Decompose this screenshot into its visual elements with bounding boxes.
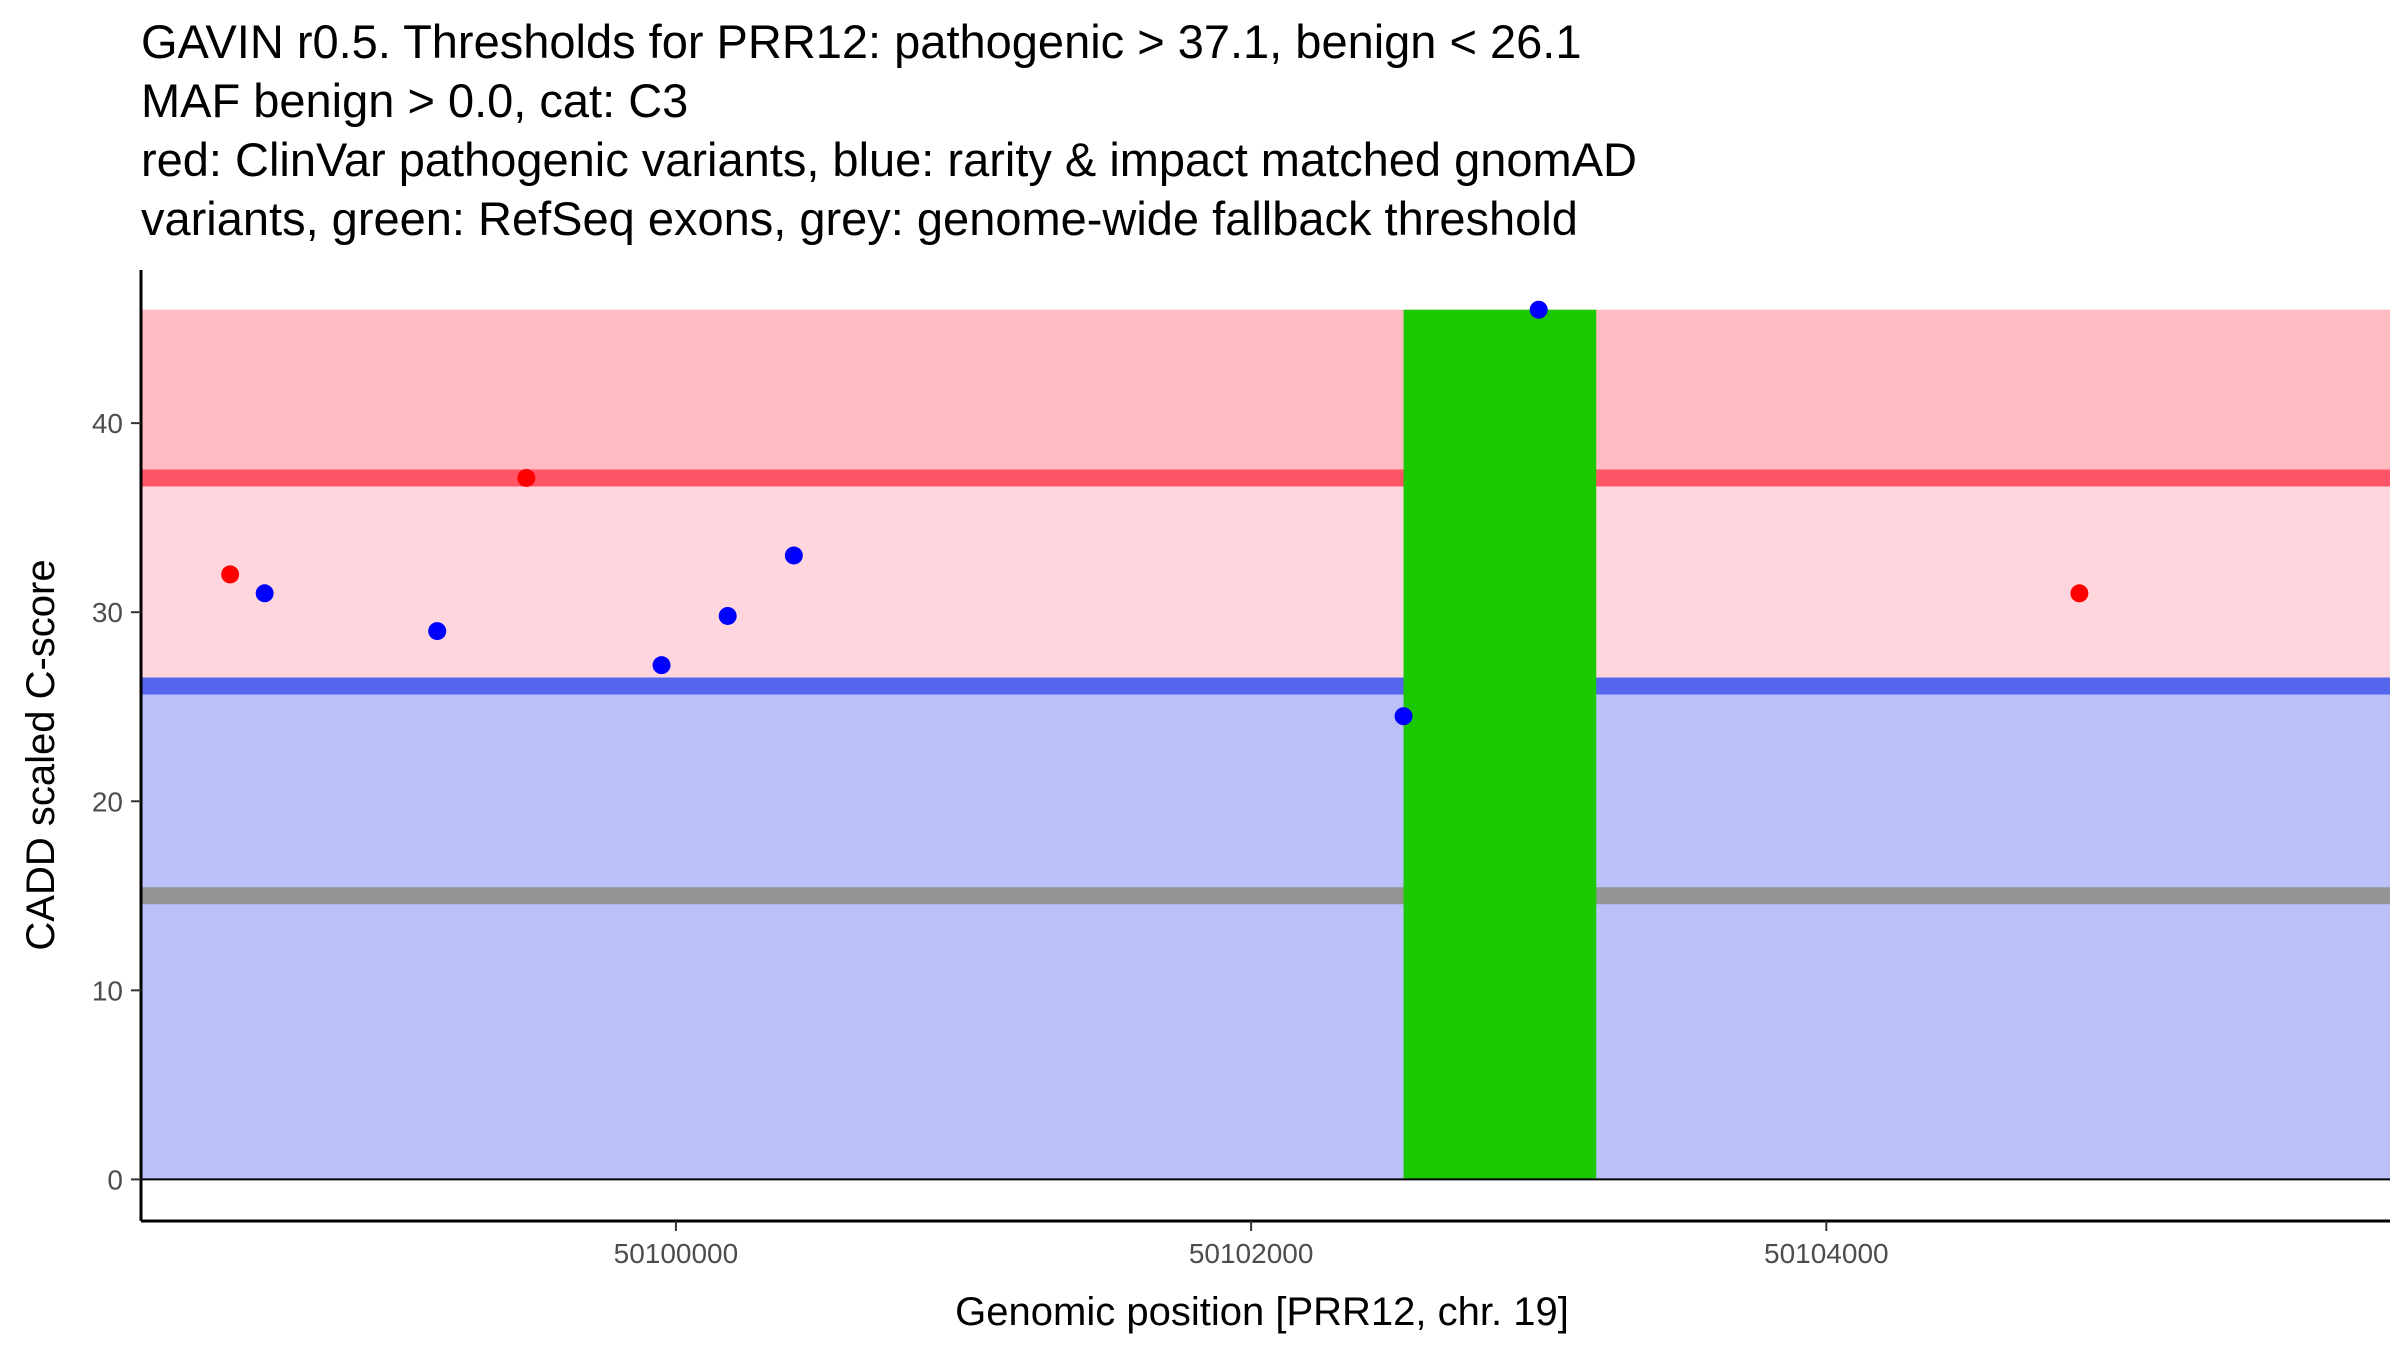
title-line-4: variants, green: RefSeq exons, grey: gen… [141,192,1578,245]
y-tick-label-10: 10 [92,975,123,1006]
x-tick-label-50102000: 50102000 [1189,1238,1314,1269]
y-axis-title: CADD scaled C-score [19,559,63,950]
gnomad-point-2 [428,622,447,641]
x-tick-label-50100000: 50100000 [614,1238,739,1269]
x-tick-label-50104000: 50104000 [1764,1238,1889,1269]
benign-region [141,685,2390,1180]
exon-bar-1 [1403,309,1597,1180]
threshold-regions [141,309,2390,1180]
title-line-2: MAF benign > 0.0, cat: C3 [141,74,689,127]
gnomad-point-3 [652,656,671,675]
threshold-lines [141,469,2390,905]
gnomad-point-1 [255,584,274,603]
pathogenic-region [141,309,2390,478]
x-axis-title: Genomic position [PRR12, chr. 19] [955,1290,1569,1334]
gnomad-point-7 [1529,300,1548,319]
gnomad-point-4 [718,606,737,625]
exon-layer [1403,309,1597,1180]
gnomad-point-6 [1394,707,1413,726]
clinvar-point-1 [221,565,240,584]
y-tick-label-20: 20 [92,786,123,817]
title-line-1: GAVIN r0.5. Thresholds for PRR12: pathog… [141,15,1582,68]
y-tick-label-40: 40 [92,408,123,439]
data-points [221,300,2089,726]
clinvar-point-2 [517,468,536,487]
axes: 0 10 20 30 40 50100000 50102000 50104000 [92,270,2390,1269]
clinvar-point-3 [2070,584,2089,603]
chart-title: GAVIN r0.5. Thresholds for PRR12: pathog… [141,12,2361,248]
intermediate-region [141,477,2390,686]
gnomad-point-5 [784,546,803,565]
y-tick-label-30: 30 [92,597,123,628]
y-tick-label-0: 0 [107,1164,123,1195]
title-line-3: red: ClinVar pathogenic variants, blue: … [141,133,1637,186]
